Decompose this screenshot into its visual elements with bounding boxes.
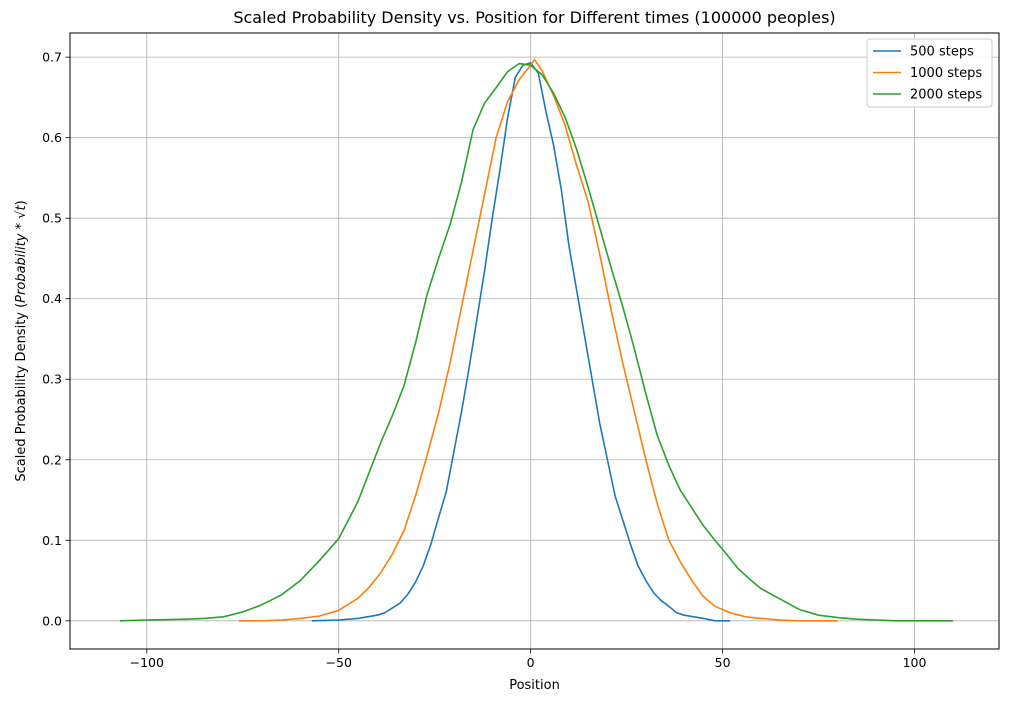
series-line-1	[311, 61, 731, 622]
series-line-3	[119, 62, 953, 622]
legend-label-3: 2000 steps	[910, 88, 982, 103]
x-tick-label: 100	[903, 655, 927, 670]
y-axis-label-prefix: Scaled Probability Density (	[14, 303, 29, 482]
y-tick-label: 0.6	[42, 130, 62, 145]
x-axis-label: Position	[509, 678, 560, 693]
x-tick-label: 0	[527, 655, 535, 670]
y-tick-label: 0.4	[42, 291, 62, 306]
y-axis-label: Scaled Probability Density (Probability …	[14, 200, 29, 481]
x-tick-label: 50	[715, 655, 731, 670]
y-tick-label: 0.1	[42, 533, 62, 548]
y-tick-label: 0.7	[42, 50, 62, 65]
legend-label-1: 500 steps	[910, 45, 974, 60]
chart-title: Scaled Probability Density vs. Position …	[233, 8, 835, 27]
grid	[70, 33, 999, 649]
legend: 500 steps 1000 steps 2000 steps	[866, 38, 993, 108]
y-axis-label-math: Probability * √t	[14, 205, 29, 303]
series-group	[119, 58, 953, 622]
x-tick-label: −50	[326, 655, 352, 670]
legend-label-2: 1000 steps	[910, 66, 982, 81]
legend-box	[866, 38, 993, 108]
x-tick-label: −100	[130, 655, 164, 670]
plot-frame	[69, 32, 1000, 650]
ticks: −100 −50 0 50 100 0.0 0.1 0.2 0.3 0.4 0.5 0.6 0.7	[42, 50, 926, 670]
y-tick-label: 0.2	[42, 452, 62, 467]
y-tick-label: 0.0	[42, 613, 62, 628]
y-tick-label: 0.3	[42, 372, 62, 387]
y-axis-label-suffix: )	[14, 200, 29, 205]
y-tick-label: 0.5	[42, 211, 62, 226]
series-line-2	[238, 58, 838, 622]
